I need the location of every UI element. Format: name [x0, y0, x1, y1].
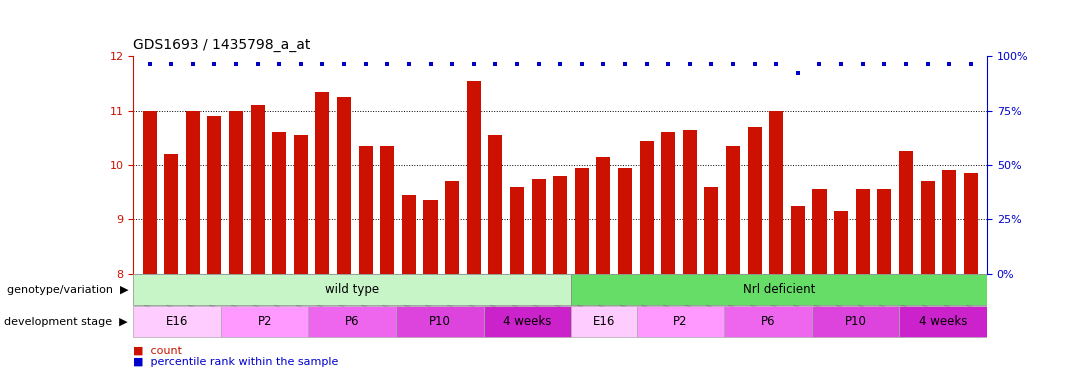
Bar: [899, 306, 987, 337]
Bar: [704, 187, 718, 274]
Bar: [791, 206, 805, 274]
Bar: [834, 211, 848, 274]
Text: P6: P6: [761, 315, 776, 328]
Text: wild type: wild type: [325, 283, 379, 296]
Text: P2: P2: [673, 315, 688, 328]
Bar: [531, 178, 545, 274]
Bar: [466, 81, 481, 274]
Bar: [618, 168, 632, 274]
Bar: [483, 306, 571, 337]
Bar: [143, 111, 157, 274]
Bar: [921, 182, 935, 274]
Bar: [898, 152, 913, 274]
Text: GDS1693 / 1435798_a_at: GDS1693 / 1435798_a_at: [133, 39, 310, 53]
Text: P10: P10: [429, 315, 450, 328]
Bar: [637, 306, 724, 337]
Text: P2: P2: [257, 315, 272, 328]
Bar: [964, 173, 977, 274]
Text: P10: P10: [845, 315, 866, 328]
Bar: [308, 306, 396, 337]
Bar: [726, 146, 740, 274]
Bar: [133, 306, 221, 337]
Bar: [639, 141, 654, 274]
Bar: [571, 306, 637, 337]
Bar: [402, 195, 416, 274]
Bar: [942, 170, 956, 274]
Text: genotype/variation  ▶: genotype/variation ▶: [6, 285, 128, 295]
Bar: [445, 182, 459, 274]
Bar: [662, 132, 675, 274]
Bar: [424, 200, 437, 274]
Bar: [489, 135, 503, 274]
Bar: [748, 127, 762, 274]
Text: 4 weeks: 4 weeks: [919, 315, 968, 328]
Text: 4 weeks: 4 weeks: [504, 315, 552, 328]
Text: P6: P6: [345, 315, 360, 328]
Text: ■  count: ■ count: [133, 346, 182, 355]
Bar: [293, 135, 308, 274]
Bar: [207, 116, 222, 274]
Bar: [510, 187, 524, 274]
Bar: [164, 154, 178, 274]
Bar: [272, 132, 286, 274]
Bar: [316, 92, 330, 274]
Bar: [337, 97, 351, 274]
Bar: [812, 189, 827, 274]
Bar: [380, 146, 395, 274]
Bar: [359, 146, 372, 274]
Text: Nrl deficient: Nrl deficient: [743, 283, 815, 296]
Bar: [571, 274, 987, 305]
Bar: [724, 306, 812, 337]
Text: E16: E16: [593, 315, 616, 328]
Bar: [133, 274, 571, 305]
Bar: [186, 111, 200, 274]
Bar: [396, 306, 483, 337]
Bar: [596, 157, 610, 274]
Bar: [769, 111, 783, 274]
Bar: [575, 168, 589, 274]
Bar: [877, 189, 891, 274]
Text: development stage  ▶: development stage ▶: [4, 316, 128, 327]
Text: E16: E16: [166, 315, 189, 328]
Bar: [812, 306, 899, 337]
Bar: [251, 105, 265, 274]
Bar: [856, 189, 870, 274]
Bar: [221, 306, 308, 337]
Bar: [553, 176, 568, 274]
Bar: [229, 111, 243, 274]
Bar: [683, 130, 697, 274]
Text: ■  percentile rank within the sample: ■ percentile rank within the sample: [133, 357, 338, 367]
